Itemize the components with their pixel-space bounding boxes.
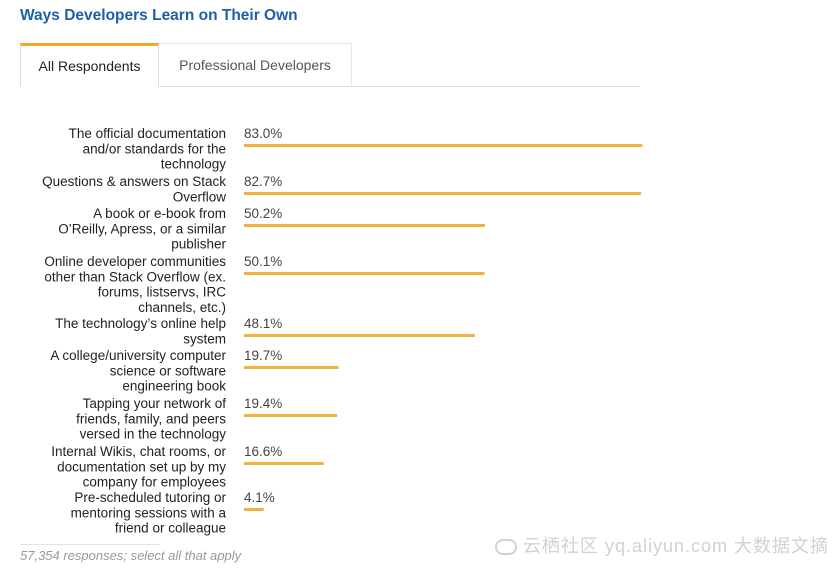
bar [244,272,485,275]
category-label: Internal Wikis, chat rooms, or documentat… [51,444,226,490]
category-label: A college/university computer science or … [50,348,226,394]
tab-professional-developers[interactable]: Professional Developers [159,43,352,86]
category-label: The official documentation and/or standar… [69,126,227,172]
value-label: 82.7% [244,174,282,189]
category-label: Pre-scheduled tutoring or mentoring sessi… [71,490,227,536]
footer-divider [20,544,160,545]
value-label: 19.7% [244,348,282,363]
responses-note: 57,354 responses; select all that apply [20,548,242,563]
category-label: The technology’s online help system [55,316,226,346]
bar [244,414,338,417]
category-label: A book or e-book from O’Reilly, Apress, o… [58,206,226,252]
tab-all-respondents[interactable]: All Respondents [20,43,159,87]
bar [244,224,485,227]
value-label: 19.4% [244,396,282,411]
value-label: 16.6% [244,444,282,459]
value-label: 4.1% [244,490,275,505]
watermark: 云栖社区 yq.aliyun.com 大数据文摘 [494,532,829,558]
bar [244,144,643,147]
bar-chart: The official documentation and/or standar… [42,126,643,536]
value-label: 48.1% [244,316,282,331]
bar [244,366,339,369]
wechat-icon [494,539,517,556]
chart-title: Ways Developers Learn on Their Own [20,7,298,24]
value-label: 50.1% [244,254,282,269]
bar [244,334,475,337]
bar [244,462,324,465]
category-label: Online developer communities other than S… [44,254,226,315]
value-label: 50.2% [244,206,282,221]
tab-bar: Professional Developers All Respondents [20,43,640,87]
bar [244,192,641,195]
bar [244,508,264,511]
watermark-text: 云栖社区 yq.aliyun.com 大数据文摘 [522,536,829,556]
tab-divider [20,86,640,87]
category-label: Tapping your network of friends, family, … [76,396,226,442]
category-label: Questions & answers on Stack Overflow [42,174,226,204]
value-label: 83.0% [244,126,282,141]
